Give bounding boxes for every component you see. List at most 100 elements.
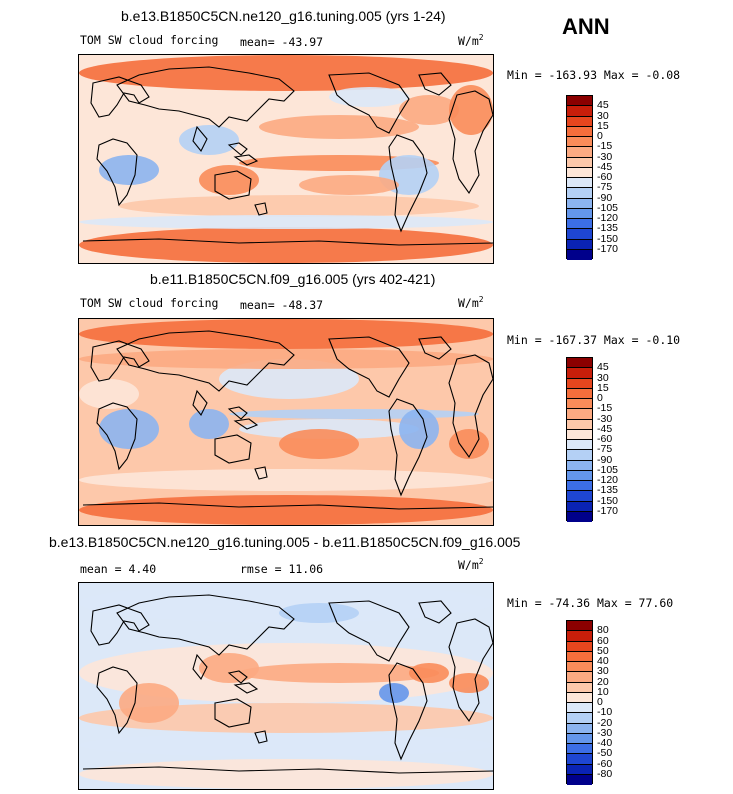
colorbar-tick-label: 80 (597, 624, 609, 637)
colorbar-tick-label: 30 (597, 109, 609, 122)
coastline (233, 682, 259, 694)
colorbar-swatch (567, 126, 592, 137)
colorbar-tick-label: -90 (597, 191, 613, 204)
colorbar-swatch (567, 754, 592, 765)
colorbar-tick-label: -60 (597, 757, 613, 770)
colorbar-tick-label: 30 (597, 371, 609, 384)
colorbar-swatch (567, 703, 592, 714)
colorbar-tick-label: 20 (597, 675, 609, 688)
panel-3-minmax: Min = -74.36 Max = 77.60 (507, 596, 674, 610)
coastline (328, 600, 410, 662)
map-field-region (219, 359, 359, 399)
colorbar-swatch (567, 429, 592, 440)
colorbar-swatch (567, 167, 592, 178)
colorbar-swatch (567, 378, 592, 389)
coastline (233, 154, 259, 166)
coastline (254, 730, 268, 744)
coastline (227, 670, 248, 684)
map-field-region (279, 429, 359, 459)
panel-2-minmax: Min = -167.37 Max = -0.10 (507, 333, 681, 347)
panel-3-title: b.e13.B1850C5CN.ne120_g16.tuning.005 - b… (49, 534, 521, 550)
colorbar-tick-label: 0 (597, 696, 603, 708)
colorbar-tick-label: 15 (597, 381, 609, 394)
colorbar-swatch (567, 399, 592, 410)
colorbar-tick-label: -10 (597, 706, 613, 719)
colorbar-tick-label: -105 (597, 463, 619, 476)
map-field-region (379, 683, 409, 703)
map-field-region (99, 409, 159, 449)
colorbar-swatch (567, 744, 592, 755)
colorbar-swatch (567, 157, 592, 168)
colorbar-tick-label: -170 (597, 504, 619, 517)
colorbar-tick-label: 30 (597, 665, 609, 678)
colorbar-swatch (567, 621, 592, 632)
colorbar-tick-label: -90 (597, 453, 613, 466)
map-field-region (409, 663, 449, 683)
coastline (82, 502, 493, 510)
colorbar-swatch (567, 481, 592, 492)
colorbar-swatch (567, 440, 592, 451)
coastline (418, 72, 452, 96)
coastline (82, 238, 493, 246)
coastline (192, 653, 208, 681)
coastline (116, 66, 295, 128)
panel-2-units: W/m2 (458, 295, 484, 310)
panel-3-mean-label: mean = 4.40 (80, 562, 157, 576)
map-field-region (79, 469, 493, 491)
coastline (96, 402, 138, 471)
colorbar-tick-label: -135 (597, 222, 619, 235)
coastline (254, 202, 268, 216)
colorbar-swatch (567, 388, 592, 399)
panel-2-variable-label: TOM SW cloud forcing (80, 296, 219, 310)
colorbar-swatch (567, 106, 592, 117)
colorbar-tick-label: -150 (597, 232, 619, 245)
colorbar-tick-label: -60 (597, 171, 613, 183)
colorbar-tick-label: -30 (597, 726, 613, 739)
colorbar-tick-label: 50 (597, 644, 609, 657)
colorbar-tick-label: -15 (597, 140, 613, 153)
coastline (214, 170, 252, 200)
map-field-region (79, 759, 493, 789)
panel-3-units: W/m2 (458, 557, 484, 572)
colorbar-swatch (567, 239, 592, 250)
map-field-region (239, 419, 419, 439)
colorbar-swatch (567, 147, 592, 158)
colorbar-tick-label: -150 (597, 494, 619, 507)
colorbar-tick-label: 15 (597, 119, 609, 132)
colorbar-swatch (567, 470, 592, 481)
colorbar-swatch (567, 137, 592, 148)
panel-1-title: b.e13.B1850C5CN.ne120_g16.tuning.005 (yr… (121, 8, 446, 24)
colorbar-tick-label: 0 (597, 392, 603, 404)
coastline (82, 766, 493, 774)
colorbar-tick-label: -40 (597, 737, 613, 749)
panel-3-colorbar (566, 620, 593, 785)
colorbar-swatch (567, 116, 592, 127)
colorbar-tick-label: -80 (597, 767, 613, 780)
colorbar-swatch (567, 450, 592, 461)
colorbar-swatch (567, 764, 592, 775)
map-field-region (449, 85, 493, 135)
colorbar-tick-label: -170 (597, 242, 619, 255)
map-field-region (399, 95, 459, 125)
map-field-region (119, 195, 479, 217)
colorbar-tick-label: -75 (597, 181, 613, 194)
colorbar-swatch (567, 641, 592, 652)
panel-3-map-svg (79, 583, 493, 789)
map-field-region (79, 495, 493, 525)
panel-1-mean-label: mean= -43.97 (240, 35, 324, 49)
map-field-region (79, 227, 493, 263)
coastline (448, 354, 493, 459)
colorbar-swatch (567, 511, 592, 522)
colorbar-swatch (567, 774, 592, 785)
coastline (90, 76, 150, 118)
colorbar-tick-label: -120 (597, 212, 619, 224)
colorbar-tick-label: -75 (597, 443, 613, 456)
coastline (448, 90, 493, 195)
coastline (388, 134, 428, 233)
panel-1-map-svg (79, 55, 493, 263)
map-field-region (79, 55, 493, 91)
colorbar-swatch (567, 672, 592, 683)
coastline (192, 125, 208, 153)
map-field-region (79, 703, 493, 733)
colorbar-tick-label: 0 (597, 130, 603, 142)
